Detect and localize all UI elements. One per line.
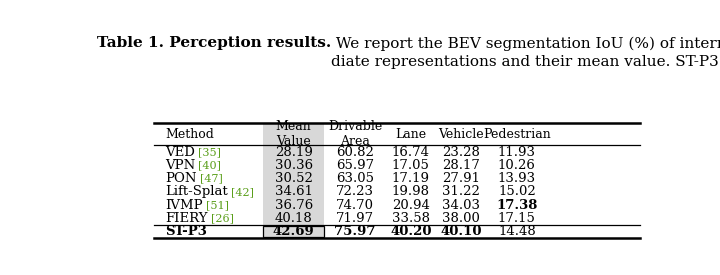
Text: 72.23: 72.23 <box>336 185 374 199</box>
Text: 27.91: 27.91 <box>442 172 480 185</box>
Text: 34.61: 34.61 <box>274 185 312 199</box>
Text: [26]: [26] <box>211 213 233 224</box>
Text: IVMP: IVMP <box>166 199 203 212</box>
Text: 23.28: 23.28 <box>442 146 480 159</box>
Text: 40.20: 40.20 <box>390 225 431 238</box>
Text: 28.17: 28.17 <box>442 159 480 172</box>
Text: 13.93: 13.93 <box>498 172 536 185</box>
Text: 63.05: 63.05 <box>336 172 374 185</box>
Text: Drivable
Area: Drivable Area <box>328 120 382 148</box>
Text: Method: Method <box>166 128 215 141</box>
Bar <box>263 226 324 237</box>
Text: 17.19: 17.19 <box>392 172 430 185</box>
Text: 42.69: 42.69 <box>273 225 315 238</box>
Text: 28.19: 28.19 <box>275 146 312 159</box>
Text: [51]: [51] <box>206 200 229 210</box>
Text: 75.97: 75.97 <box>334 225 376 238</box>
Text: [42]: [42] <box>231 187 254 197</box>
Bar <box>263 123 324 238</box>
Text: FIERY: FIERY <box>166 212 208 225</box>
Text: 17.38: 17.38 <box>496 199 538 212</box>
Text: 17.15: 17.15 <box>498 212 536 225</box>
Text: 30.52: 30.52 <box>275 172 312 185</box>
Text: Lane: Lane <box>395 128 426 141</box>
Text: 40.18: 40.18 <box>275 212 312 225</box>
Text: Mean
Value: Mean Value <box>276 120 312 148</box>
Text: 10.26: 10.26 <box>498 159 536 172</box>
Text: 65.97: 65.97 <box>336 159 374 172</box>
Text: We report the BEV segmentation IoU (%) of interme-
diate representations and the: We report the BEV segmentation IoU (%) o… <box>331 36 720 69</box>
Text: Table 1. Perception results.: Table 1. Perception results. <box>96 36 331 50</box>
Text: 40.10: 40.10 <box>441 225 482 238</box>
Text: Pedestrian: Pedestrian <box>483 128 551 141</box>
Text: ST-P3: ST-P3 <box>166 225 207 238</box>
Text: 74.70: 74.70 <box>336 199 374 212</box>
Text: 33.58: 33.58 <box>392 212 430 225</box>
Text: 60.82: 60.82 <box>336 146 374 159</box>
Text: 20.94: 20.94 <box>392 199 430 212</box>
Text: 34.03: 34.03 <box>442 199 480 212</box>
Text: VED: VED <box>166 146 195 159</box>
Text: 16.74: 16.74 <box>392 146 430 159</box>
Text: Lift-Splat: Lift-Splat <box>166 185 228 199</box>
Text: PON: PON <box>166 172 197 185</box>
Text: 38.00: 38.00 <box>442 212 480 225</box>
Text: [47]: [47] <box>199 174 222 184</box>
Text: VPN: VPN <box>166 159 196 172</box>
Text: 31.22: 31.22 <box>442 185 480 199</box>
Text: 19.98: 19.98 <box>392 185 430 199</box>
Text: 15.02: 15.02 <box>498 185 536 199</box>
Text: 30.36: 30.36 <box>274 159 312 172</box>
Text: [40]: [40] <box>199 160 221 170</box>
Text: 11.93: 11.93 <box>498 146 536 159</box>
Text: 14.48: 14.48 <box>498 225 536 238</box>
Text: 71.97: 71.97 <box>336 212 374 225</box>
Text: [35]: [35] <box>198 147 221 157</box>
Text: 17.05: 17.05 <box>392 159 430 172</box>
Text: 36.76: 36.76 <box>274 199 312 212</box>
Text: Vehicle: Vehicle <box>438 128 484 141</box>
